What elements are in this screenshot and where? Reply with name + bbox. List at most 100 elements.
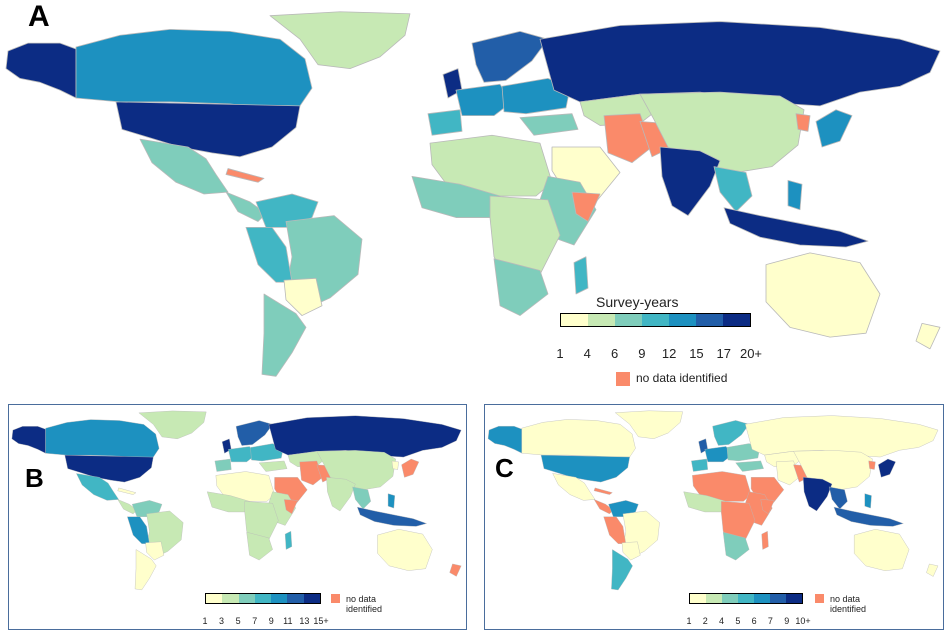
scale-swatch xyxy=(754,594,770,603)
region-iberia xyxy=(214,458,232,472)
scale-tick-label: 9 xyxy=(638,346,646,361)
region-southeast-asia xyxy=(713,166,753,213)
region-india xyxy=(326,477,356,512)
region-canada xyxy=(75,29,313,109)
region-japan xyxy=(878,458,896,478)
region-philippines xyxy=(864,493,872,509)
region-australia xyxy=(765,252,881,338)
region-turkey xyxy=(519,113,579,136)
no-data-swatch xyxy=(815,594,824,603)
scale-tick-label: 11 xyxy=(283,616,293,626)
scale-tick-label: 4 xyxy=(719,616,725,626)
region-argentina-chile xyxy=(134,549,157,591)
scale-swatch xyxy=(271,594,288,603)
scale-tick-label: 5 xyxy=(235,616,241,626)
region-mexico xyxy=(552,473,596,501)
region-argentina-chile xyxy=(261,293,307,377)
region-bolivia-paraguay xyxy=(283,277,323,316)
region-south-africa xyxy=(722,531,750,561)
legend-c: 1 2 4 5 6 7 9 10+ no data identified xyxy=(686,593,879,629)
region-alaska xyxy=(5,42,77,99)
scale-tick-label: 1 xyxy=(686,616,692,626)
region-madagascar xyxy=(284,530,293,550)
scale-swatch xyxy=(615,314,642,326)
region-scandinavia xyxy=(712,420,750,446)
no-data-label: no data identified xyxy=(346,594,383,615)
region-greenland xyxy=(269,11,411,69)
panel-b-frame: B 1 3 5 7 9 11 13 15+ no data identified xyxy=(8,404,467,630)
scale-swatch xyxy=(238,594,255,603)
no-data-key-c: no data identified xyxy=(815,594,866,615)
region-peru xyxy=(245,226,293,283)
scale-tick-label: 20+ xyxy=(739,346,763,361)
panel-label-a: A xyxy=(28,0,50,33)
world-map-a xyxy=(5,11,941,377)
region-bolivia-paraguay xyxy=(145,541,165,561)
region-new-zealand xyxy=(449,563,462,577)
region-india xyxy=(802,477,833,512)
region-scandinavia xyxy=(235,420,273,446)
region-australia xyxy=(377,529,433,571)
scale-tick-label: 9 xyxy=(784,616,790,626)
scale-tick-label: 1 xyxy=(202,616,208,626)
region-scandinavia xyxy=(471,30,549,83)
region-southeast-asia xyxy=(828,486,848,510)
region-indonesia xyxy=(833,506,904,527)
region-canada xyxy=(521,419,636,459)
scale-swatch xyxy=(206,594,223,603)
scale-tick-label: 17 xyxy=(716,346,731,361)
no-data-key-b: no data identified xyxy=(331,594,382,615)
region-greenland xyxy=(138,410,207,440)
scale-tick-label: 4 xyxy=(583,346,591,361)
scale-swatch xyxy=(690,594,706,603)
region-india xyxy=(659,146,721,216)
scale-tick-label: 1 xyxy=(556,346,564,361)
scale-swatch xyxy=(254,594,272,603)
scale-swatch xyxy=(669,314,696,326)
region-iran xyxy=(775,460,800,486)
scale-tick-label: 10+ xyxy=(795,616,811,626)
region-iberia xyxy=(427,109,463,136)
region-france-germany xyxy=(704,446,733,463)
no-data-key-a: no data identified xyxy=(616,371,728,386)
region-bolivia-paraguay xyxy=(621,541,641,561)
region-north-africa xyxy=(692,471,752,502)
color-scale-c xyxy=(689,593,803,604)
region-korea xyxy=(868,460,876,470)
region-peru xyxy=(603,516,627,544)
panel-label-c: C xyxy=(495,453,514,483)
region-new-zealand xyxy=(926,563,939,577)
region-argentina-chile xyxy=(611,549,633,591)
scale-swatch xyxy=(723,314,750,326)
no-data-label: no data identified xyxy=(636,371,728,385)
region-philippines xyxy=(787,179,803,211)
region-philippines xyxy=(387,493,395,509)
scale-swatch xyxy=(706,594,722,603)
region-canada xyxy=(45,419,160,459)
region-iran xyxy=(603,113,653,164)
scale-tick-label: 15 xyxy=(689,346,704,361)
region-turkey xyxy=(258,460,288,472)
region-peru xyxy=(127,516,150,544)
world-map-c xyxy=(487,410,939,591)
no-data-swatch xyxy=(331,594,340,603)
scale-tick-label: 13 xyxy=(299,616,310,626)
scale-swatch xyxy=(588,314,615,326)
legend-a: Survey-years 1 4 6 9 12 15 17 20+ no data ident… xyxy=(556,294,770,390)
region-japan xyxy=(401,458,420,478)
region-usa xyxy=(540,454,630,483)
region-horn-somalia xyxy=(571,191,601,222)
legend-title-a: Survey-years xyxy=(596,294,679,310)
region-indonesia xyxy=(357,506,427,527)
region-south-africa xyxy=(246,531,273,561)
scale-swatch xyxy=(303,594,320,603)
scale-tick-label: 2 xyxy=(702,616,708,626)
region-mexico xyxy=(76,473,119,501)
region-iran xyxy=(299,460,323,486)
region-france-germany xyxy=(228,446,256,463)
scale-swatch xyxy=(738,594,754,603)
scale-tick-label: 7 xyxy=(252,616,258,626)
scale-tick-label: 15+ xyxy=(313,616,329,626)
scale-swatch xyxy=(222,594,239,603)
scale-tick-label: 6 xyxy=(610,346,619,361)
